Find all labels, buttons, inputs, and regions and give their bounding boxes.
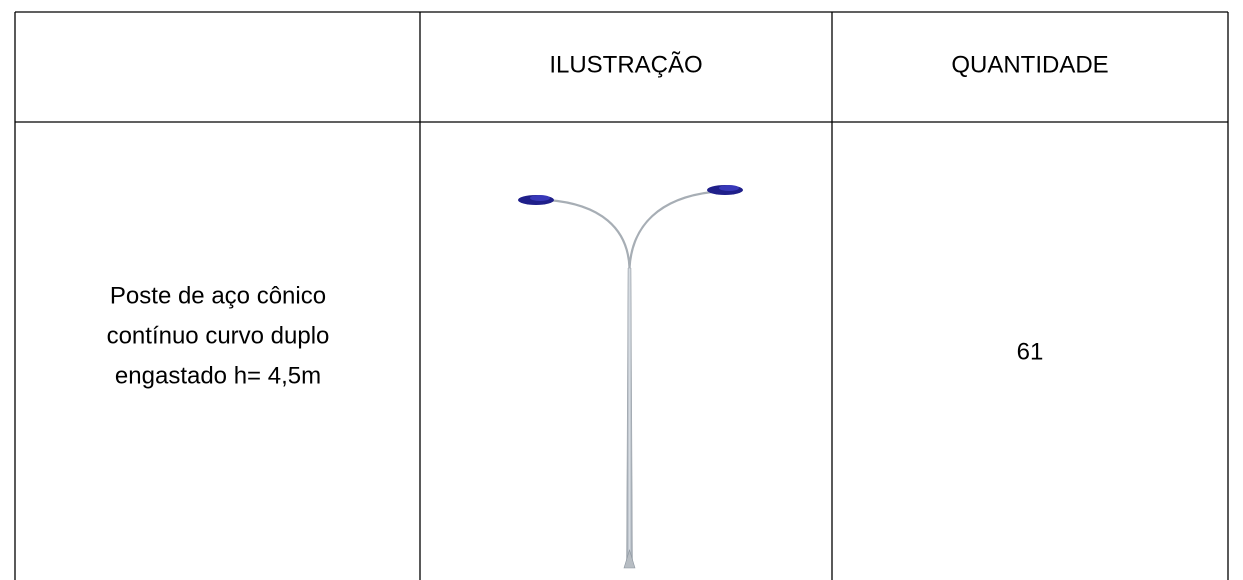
description-line: engastado h= 4,5m <box>115 362 321 389</box>
header-cell: QUANTIDADE <box>951 51 1108 78</box>
description-line: Poste de aço cônico <box>110 282 326 309</box>
pole-illustration <box>518 185 743 569</box>
quantity-cell: 61 <box>1017 338 1044 365</box>
description-line: contínuo curvo duplo <box>107 322 330 349</box>
header-cell: ILUSTRAÇÃO <box>549 51 702 78</box>
